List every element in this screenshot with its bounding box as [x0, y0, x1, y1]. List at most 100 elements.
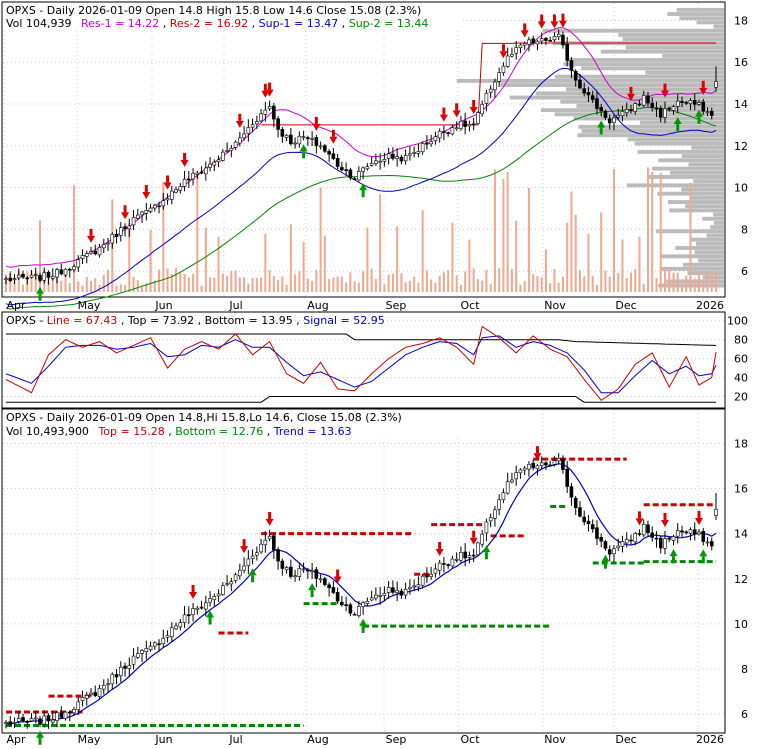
sell-arrow-stem: [183, 152, 187, 160]
volume-bar: [549, 283, 552, 292]
trend-candle-body: [204, 602, 208, 610]
trend-candle-body: [33, 717, 38, 720]
trend-xtick-sep: Sep: [386, 733, 407, 745]
volume-bar: [141, 285, 144, 292]
volume-bar: [379, 194, 382, 292]
trend-candle-body: [442, 563, 446, 565]
volume-bar: [166, 268, 169, 292]
trend-candle-body: [123, 665, 127, 669]
price-candle-body: [272, 105, 276, 120]
sell-arrow: [142, 192, 151, 200]
trend-candle-body: [327, 584, 331, 589]
volume-bar: [362, 271, 365, 292]
price-candle-body: [16, 274, 21, 279]
volume-profile-bar: [690, 237, 724, 242]
volume-bar: [408, 280, 411, 292]
trend-sell-arrow-stem: [697, 510, 701, 518]
price-candle-body: [118, 227, 123, 236]
trend-candle-body: [229, 581, 234, 585]
trend-candle-body: [471, 554, 476, 557]
trend-candle-body: [114, 674, 119, 678]
volume-bar: [247, 283, 250, 292]
price-candle-body: [42, 272, 47, 281]
trend-candle-body: [450, 558, 455, 567]
price-candle-body: [195, 172, 200, 175]
price-panel: 6 8 10 12 14 16 18 Apr May Jun Jul Aug Sep Oct Nov Dec…: [1, 1, 748, 312]
buy-arrow: [673, 117, 682, 125]
volume-bar: [149, 229, 152, 292]
trend-candle-body: [161, 637, 166, 645]
volume-bar: [192, 273, 195, 292]
volume-bar: [544, 249, 547, 292]
price-candle-body: [646, 95, 650, 104]
trend-candle-body: [8, 721, 13, 725]
trend-sell-arrow: [435, 548, 444, 556]
volume-bar: [281, 276, 284, 292]
sell-arrow: [312, 123, 321, 131]
trend-candle-body: [25, 721, 30, 723]
price-candle-body: [29, 274, 34, 278]
volume-bar: [230, 271, 233, 292]
volume-bar: [68, 282, 71, 292]
sell-arrow: [121, 212, 130, 220]
price-candle-body: [565, 43, 569, 61]
volume-profile-bar: [637, 149, 724, 154]
volume-profile-bar: [687, 271, 724, 275]
price-candle-body: [208, 163, 212, 168]
trend-candle-body: [212, 596, 217, 601]
stochastic-title: OPXS: [6, 314, 36, 327]
stochastic-y-axis: 20 40 60 80 100: [727, 315, 748, 404]
price-candle-body: [671, 106, 676, 111]
volume-bar: [332, 277, 335, 292]
price-candle-body: [714, 81, 718, 88]
volume-bar: [349, 272, 352, 292]
price-candle-body: [586, 92, 591, 96]
trend-candle-body: [641, 524, 646, 536]
trend-buy-arrow-stem: [671, 556, 675, 564]
volume-profile-bar: [713, 24, 724, 29]
price-candle-body: [106, 242, 110, 245]
stochastic-ytick-80: 80: [734, 334, 748, 347]
trend-candle-body: [165, 635, 170, 638]
trend-candle-body: [650, 532, 655, 538]
volume-profile-bar: [578, 124, 724, 129]
volume-bar: [272, 275, 275, 292]
price-candle-body: [178, 186, 183, 191]
trend-candle-body: [191, 608, 195, 615]
sell-arrow: [265, 89, 274, 97]
trend-candle-body: [80, 697, 85, 701]
trend-buy-arrow: [601, 554, 610, 562]
price-candle-body: [544, 38, 548, 41]
volume-bar: [489, 283, 492, 292]
volume-bar: [34, 272, 37, 292]
sell-arrow-stem: [523, 23, 527, 31]
price-candle-body: [344, 169, 348, 171]
price-candle-body: [658, 107, 663, 118]
trend-bottom-text: Bottom = 12.76: [175, 425, 263, 438]
volume-bar: [200, 285, 203, 292]
sell-arrow-stem: [561, 13, 565, 21]
trend-ytick-12: 12: [734, 573, 748, 586]
volume-bar: [209, 277, 212, 292]
volume-bar: [663, 268, 666, 292]
trend-xtick-apr: Apr: [6, 733, 26, 745]
trend-candle-body: [395, 590, 399, 594]
price-candle-body: [497, 72, 501, 82]
price-candle-body: [688, 100, 693, 104]
price-candle-body: [21, 273, 25, 278]
sell-arrow: [469, 106, 478, 114]
trend-candle-body: [633, 533, 638, 543]
price-xtick-dec: Dec: [615, 299, 636, 312]
trend-candle-body: [157, 643, 161, 645]
volume-bar: [591, 276, 594, 292]
volume-profile-bar: [622, 37, 724, 42]
sell-arrow: [163, 182, 172, 190]
trend-candle-body: [378, 595, 382, 597]
stochastic-sep2: ,: [198, 314, 205, 327]
price-candle-body: [140, 211, 144, 216]
trend-candle-body: [552, 460, 557, 465]
price-candle-body: [127, 225, 132, 230]
price-candle-body: [80, 255, 85, 259]
volume-bar: [574, 214, 577, 292]
